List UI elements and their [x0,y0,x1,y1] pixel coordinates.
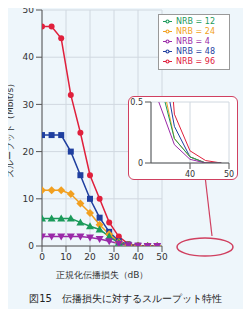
svg-text:40: 40 [23,52,35,62]
html-text:NRB = 48: NRB = 48 [176,47,215,56]
svg-text:20: 20 [23,147,35,157]
svg-text:正規化伝播損失（dB）: 正規化伝播損失（dB） [56,270,149,280]
html-text:NRB = 4: NRB = 4 [176,37,210,46]
svg-text:30: 30 [23,100,35,110]
svg-text:0: 0 [28,241,34,251]
svg-text:スループット（Mbit/s）: スループット（Mbit/s） [8,79,15,178]
svg-text:0: 0 [39,252,45,262]
svg-text:30: 30 [108,252,120,262]
svg-text:50: 50 [23,8,35,15]
html-text:NRB = 24: NRB = 24 [176,27,215,36]
html-text:NRB = 96: NRB = 96 [176,57,215,66]
svg-text:0: 0 [138,159,143,168]
svg-text:0.5: 0.5 [130,98,143,107]
svg-text:40: 40 [185,170,195,177]
svg-text:10: 10 [60,252,72,262]
svg-text:20: 20 [84,252,96,262]
svg-text:10: 10 [23,194,35,204]
svg-text:40: 40 [132,252,144,262]
svg-text:50: 50 [224,170,234,177]
svg-text:50: 50 [156,252,168,262]
html-text:図15 伝播損失に対するスループット特性: 図15 伝播損失に対するスループット特性 [29,293,222,304]
html-text:NRB = 12: NRB = 12 [176,17,215,26]
